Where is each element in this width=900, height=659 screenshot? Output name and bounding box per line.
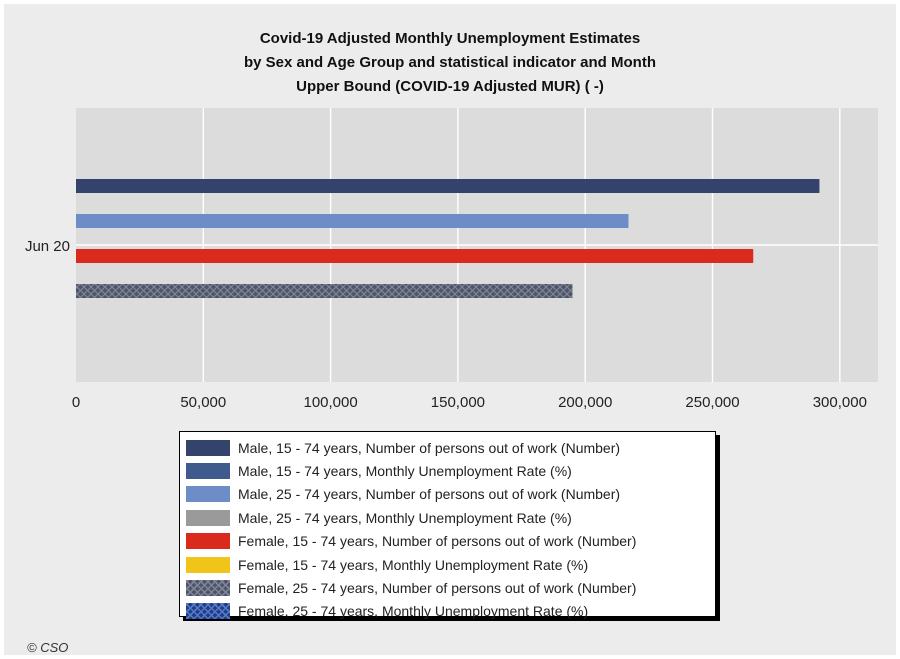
legend-swatch (186, 486, 230, 503)
legend-entry: Male, 15 - 74 years, Monthly Unemploymen… (186, 459, 715, 482)
bar (76, 249, 754, 263)
legend-swatch (186, 463, 230, 480)
x-tick-label: 150,000 (431, 394, 485, 411)
legend-label: Male, 15 - 74 years, Monthly Unemploymen… (238, 463, 572, 480)
legend-swatch (186, 533, 230, 550)
legend-label: Female, 15 - 74 years, Monthly Unemploym… (238, 556, 589, 573)
bar (76, 179, 820, 193)
chart-title-line-1: Covid-19 Adjusted Monthly Unemployment E… (259, 30, 641, 47)
legend-entry: Male, 25 - 74 years, Monthly Unemploymen… (186, 506, 715, 529)
legend-swatch (186, 439, 230, 456)
x-tick-label: 100,000 (303, 394, 357, 411)
legend-entry: Male, 25 - 74 years, Number of persons o… (186, 483, 715, 506)
bar (76, 214, 629, 228)
legend-label: Female, 25 - 74 years, Number of persons… (238, 580, 637, 597)
legend-entry: Male, 15 - 74 years, Number of persons o… (186, 436, 715, 459)
chart-title-line-2: by Sex and Age Group and statistical ind… (244, 54, 656, 71)
bar (76, 284, 573, 298)
legend-entry: Female, 15 - 74 years, Number of persons… (186, 530, 715, 553)
x-tick-label: 300,000 (813, 394, 867, 411)
chart-title-line-3: Upper Bound (COVID-19 Adjusted MUR) ( -) (296, 78, 604, 95)
x-tick-label: 0 (72, 394, 80, 411)
y-category-label: Jun 20 (25, 238, 70, 255)
copyright-notice: © CSO (27, 640, 69, 655)
legend-entry: Female, 15 - 74 years, Monthly Unemploym… (186, 553, 715, 576)
legend-entry: Female, 25 - 74 years, Monthly Unemploym… (186, 600, 715, 623)
legend: Male, 15 - 74 years, Number of persons o… (179, 431, 716, 620)
x-tick-label: 200,000 (558, 394, 612, 411)
legend-entry: Female, 25 - 74 years, Number of persons… (186, 576, 715, 599)
legend-label: Female, 15 - 74 years, Number of persons… (238, 533, 637, 550)
legend-label: Male, 25 - 74 years, Number of persons o… (238, 486, 621, 503)
legend-swatch (186, 556, 230, 573)
x-tick-label: 250,000 (685, 394, 739, 411)
legend-swatch (186, 580, 230, 597)
legend-label: Male, 15 - 74 years, Number of persons o… (238, 439, 621, 456)
legend-label: Male, 25 - 74 years, Monthly Unemploymen… (238, 509, 572, 526)
bar-chart: 0 50,000 100,000 150,000 200,000 250,000 300,0… (25, 108, 878, 411)
legend-swatch (186, 603, 230, 620)
x-tick-label: 50,000 (180, 394, 226, 411)
legend-swatch (186, 509, 230, 526)
legend-label: Female, 25 - 74 years, Monthly Unemploym… (238, 603, 589, 620)
